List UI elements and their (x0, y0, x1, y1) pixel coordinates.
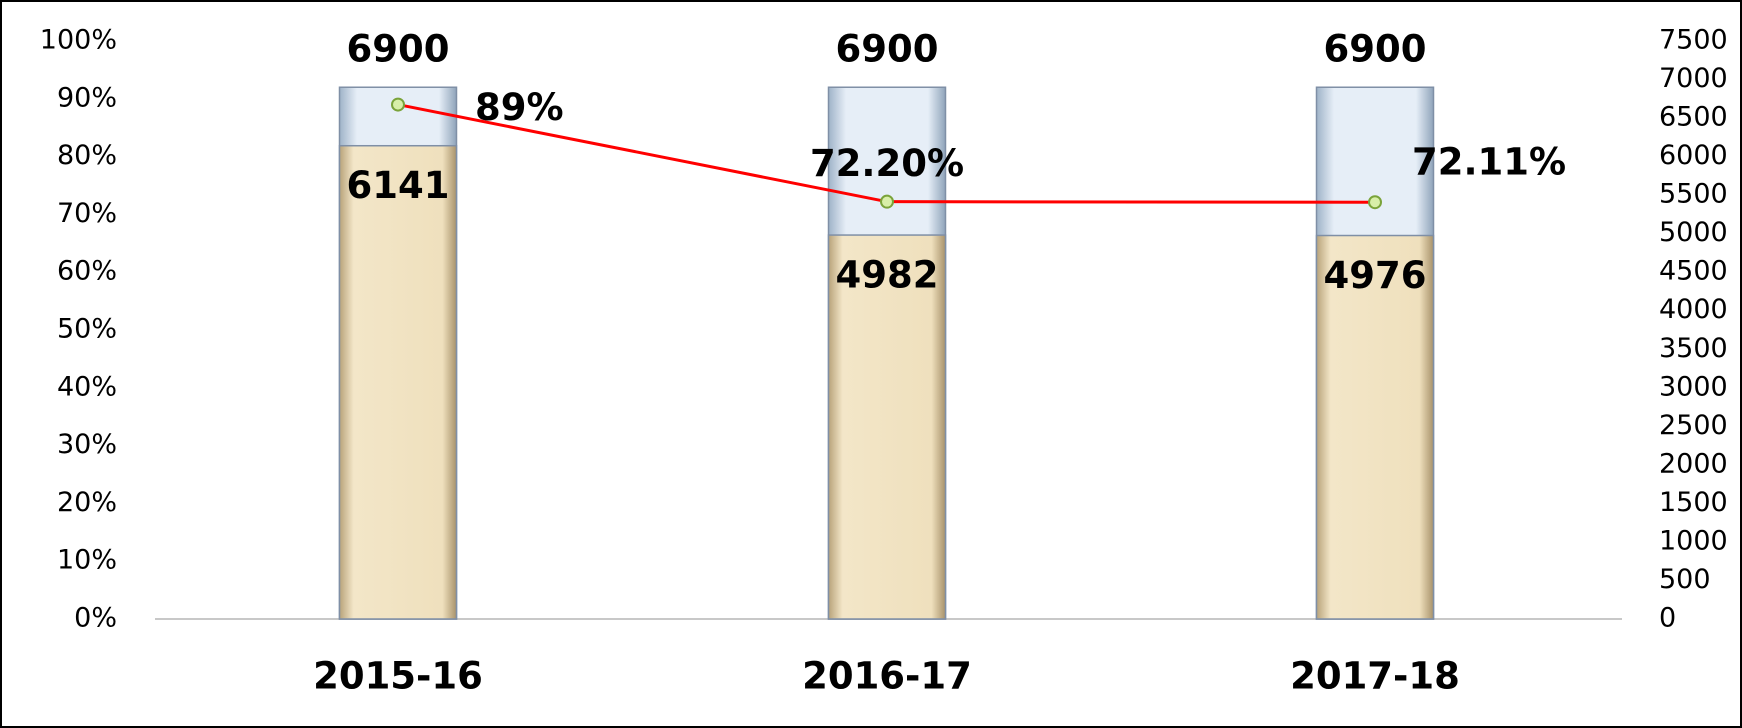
bar (340, 146, 457, 619)
bar-value-label: 6900 (347, 28, 450, 71)
y-tick-label: 0% (74, 603, 117, 634)
line-value-label: 72.20% (810, 142, 964, 185)
line-point (1369, 196, 1381, 208)
y2-tick-label: 5000 (1659, 217, 1728, 248)
y2-tick-label: 6500 (1659, 102, 1728, 133)
bar-value-label: 6141 (347, 164, 450, 207)
bar-value-label: 4976 (1324, 254, 1427, 297)
y2-tick-label: 0 (1659, 603, 1676, 634)
y2-tick-label: 1500 (1659, 487, 1728, 518)
chart: 0% 10% 20% 30% 40% 50% 60% 70% 80% 90% 100% 0 500 100… (0, 0, 1742, 728)
y2-tick-label: 7500 (1659, 25, 1728, 56)
y2-tick-label: 500 (1659, 564, 1711, 595)
x-tick-label: 2016-17 (802, 655, 972, 698)
y-tick-label: 60% (57, 256, 117, 287)
line-value-label: 89% (475, 86, 564, 129)
y-tick-label: 90% (57, 82, 117, 113)
y2-tick-label: 2000 (1659, 448, 1728, 479)
y-tick-label: 50% (57, 314, 117, 345)
y2-tick-label: 7000 (1659, 63, 1728, 94)
y-tick-label: 10% (57, 545, 117, 576)
bar-value-label: 6900 (1324, 28, 1427, 71)
y-tick-label: 30% (57, 429, 117, 460)
bar-value-label: 6900 (836, 28, 939, 71)
y2-tick-label: 4500 (1659, 256, 1728, 287)
line-value-label: 72.11% (1412, 141, 1566, 184)
y2-tick-label: 6000 (1659, 140, 1728, 171)
x-tick-label: 2015-16 (313, 655, 483, 698)
y2-tick-label: 4000 (1659, 294, 1728, 325)
y-tick-label: 40% (57, 371, 117, 402)
line-point (881, 196, 893, 208)
y-tick-label: 100% (40, 25, 117, 56)
line-point (392, 99, 404, 111)
y-tick-label: 20% (57, 487, 117, 518)
y2-tick-label: 5500 (1659, 179, 1728, 210)
bar-value-label: 4982 (836, 254, 939, 297)
y-tick-label: 70% (57, 198, 117, 229)
y2-tick-label: 1000 (1659, 525, 1728, 556)
x-tick-label: 2017-18 (1290, 655, 1460, 698)
y2-tick-label: 3500 (1659, 333, 1728, 364)
y2-tick-label: 3000 (1659, 371, 1728, 402)
y2-tick-label: 2500 (1659, 410, 1728, 441)
y-tick-label: 80% (57, 140, 117, 171)
